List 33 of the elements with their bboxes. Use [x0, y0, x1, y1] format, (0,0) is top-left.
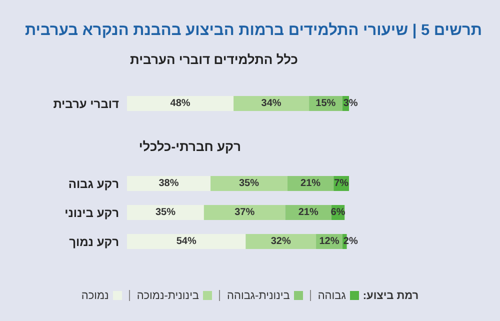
y-tick-label: רקע בינוני [64, 205, 119, 220]
data-label: 21% [300, 178, 321, 188]
legend-label: נמוכה [81, 290, 109, 302]
y-tick-label: רקע גבוה [68, 176, 119, 190]
data-label: 34% [261, 98, 282, 108]
bar [127, 204, 204, 220]
data-label: 38% [158, 178, 179, 188]
data-label: 12% [319, 236, 340, 246]
data-label: 15% [316, 98, 336, 108]
data-label: 21% [298, 206, 318, 218]
data-label: 35% [155, 206, 176, 218]
data-label: 48% [170, 98, 190, 108]
legend-label: בינונית-נמוכה [136, 290, 200, 302]
legend-title: רמת ביצוע: [362, 290, 419, 302]
chart-title: רקע חברתי-כלכלי [138, 138, 241, 154]
y-tick-label: רקע נמוך [69, 234, 119, 248]
bar [246, 234, 316, 248]
data-label: 7% [334, 178, 349, 188]
bar [127, 234, 246, 248]
bar [127, 176, 211, 190]
legend-label: בינונית-גבוהה [227, 290, 290, 302]
bar [204, 204, 286, 220]
data-label: 32% [270, 236, 291, 246]
bar [234, 96, 310, 110]
data-label: 35% [238, 178, 260, 188]
bar [127, 96, 234, 110]
data-label: 54% [176, 236, 196, 246]
data-label: 37% [234, 206, 255, 218]
chart-title: תרשים 5 | שיעורי התלמידים ברמות הביצוע בהבנת הנקרא בערבית [24, 22, 482, 40]
y-tick-label: דוברי ערבית [53, 96, 120, 110]
legend-label: גבוהה [318, 290, 346, 302]
chart-subtitle: כלל התלמידים דוברי הערבית [130, 52, 298, 66]
bar [210, 176, 288, 190]
